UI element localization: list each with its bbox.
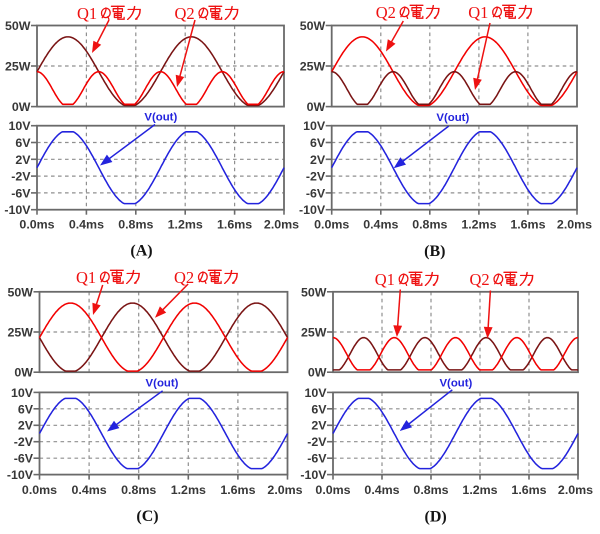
svg-text:0W: 0W [14, 366, 33, 380]
svg-text:-10V: -10V [7, 468, 34, 482]
svg-text:10V: 10V [304, 386, 327, 400]
svg-text:-10V: -10V [299, 203, 326, 217]
svg-text:10V: 10V [8, 119, 31, 133]
svg-text:Q1: Q1 [468, 3, 488, 22]
svg-text:0.0ms: 0.0ms [315, 483, 350, 497]
svg-text:2V: 2V [311, 419, 327, 433]
svg-text:0.4ms: 0.4ms [72, 483, 107, 497]
svg-text:0.8ms: 0.8ms [121, 483, 156, 497]
svg-text:0.4ms: 0.4ms [363, 218, 398, 232]
svg-text:Q2: Q2 [174, 268, 194, 287]
svg-text:Q1: Q1 [375, 270, 395, 289]
svg-text:-2V: -2V [307, 435, 327, 449]
svg-text:0.0ms: 0.0ms [19, 218, 54, 232]
svg-text:6V: 6V [311, 402, 327, 416]
svg-text:50W: 50W [300, 19, 326, 33]
svg-text:1.6ms: 1.6ms [510, 218, 545, 232]
svg-text:1.2ms: 1.2ms [461, 218, 496, 232]
svg-text:0.8ms: 0.8ms [412, 218, 447, 232]
svg-text:(C): (C) [136, 508, 158, 525]
svg-text:25W: 25W [5, 60, 31, 74]
svg-text:6V: 6V [310, 136, 326, 150]
svg-text:-2V: -2V [14, 435, 34, 449]
svg-text:2.0ms: 2.0ms [267, 483, 302, 497]
svg-text:25W: 25W [301, 326, 327, 340]
svg-text:0W: 0W [307, 100, 326, 114]
svg-text:-6V: -6V [14, 452, 34, 466]
svg-text:(A): (A) [130, 243, 152, 260]
svg-text:0.8ms: 0.8ms [413, 483, 448, 497]
svg-text:-10V: -10V [4, 203, 31, 217]
svg-text:2.0ms: 2.0ms [557, 218, 592, 232]
svg-text:V(out): V(out) [144, 111, 177, 123]
svg-text:-2V: -2V [306, 170, 326, 184]
svg-text:25W: 25W [8, 326, 34, 340]
svg-text:1.6ms: 1.6ms [511, 483, 546, 497]
svg-text:6V: 6V [18, 402, 34, 416]
svg-text:2.0ms: 2.0ms [558, 483, 593, 497]
svg-text:V(out): V(out) [439, 377, 472, 389]
svg-text:-6V: -6V [307, 452, 327, 466]
svg-text:0W: 0W [12, 100, 31, 114]
svg-text:-10V: -10V [300, 468, 327, 482]
svg-text:0W: 0W [308, 366, 327, 380]
svg-text:Q1: Q1 [77, 4, 97, 23]
svg-text:-6V: -6V [306, 186, 326, 200]
svg-text:V(out): V(out) [436, 112, 469, 124]
svg-text:1.2ms: 1.2ms [168, 218, 203, 232]
svg-text:(B): (B) [424, 243, 445, 260]
svg-text:0.4ms: 0.4ms [69, 218, 104, 232]
svg-text:10V: 10V [303, 119, 326, 133]
svg-text:6V: 6V [15, 136, 31, 150]
svg-text:10V: 10V [11, 386, 34, 400]
svg-text:-2V: -2V [11, 170, 31, 184]
svg-text:50W: 50W [5, 19, 31, 33]
svg-text:1.6ms: 1.6ms [217, 218, 252, 232]
svg-text:1.6ms: 1.6ms [220, 483, 255, 497]
svg-text:0.8ms: 0.8ms [118, 218, 153, 232]
svg-text:1.2ms: 1.2ms [462, 483, 497, 497]
svg-text:1.2ms: 1.2ms [171, 483, 206, 497]
svg-text:Q1: Q1 [76, 268, 96, 287]
svg-text:0.4ms: 0.4ms [364, 483, 399, 497]
svg-text:50W: 50W [8, 285, 34, 299]
svg-text:Q2: Q2 [376, 3, 396, 22]
svg-text:Q2: Q2 [470, 270, 490, 289]
svg-text:25W: 25W [300, 60, 326, 74]
svg-text:0.0ms: 0.0ms [22, 483, 57, 497]
svg-text:0.0ms: 0.0ms [314, 218, 349, 232]
svg-text:2V: 2V [18, 419, 34, 433]
svg-text:2V: 2V [310, 153, 326, 167]
svg-text:2.0ms: 2.0ms [264, 218, 299, 232]
svg-text:V(out): V(out) [146, 378, 179, 390]
svg-text:-6V: -6V [11, 186, 31, 200]
svg-text:(D): (D) [424, 509, 446, 526]
svg-text:2V: 2V [15, 153, 31, 167]
svg-text:Q2: Q2 [175, 4, 195, 23]
svg-text:50W: 50W [301, 285, 327, 299]
